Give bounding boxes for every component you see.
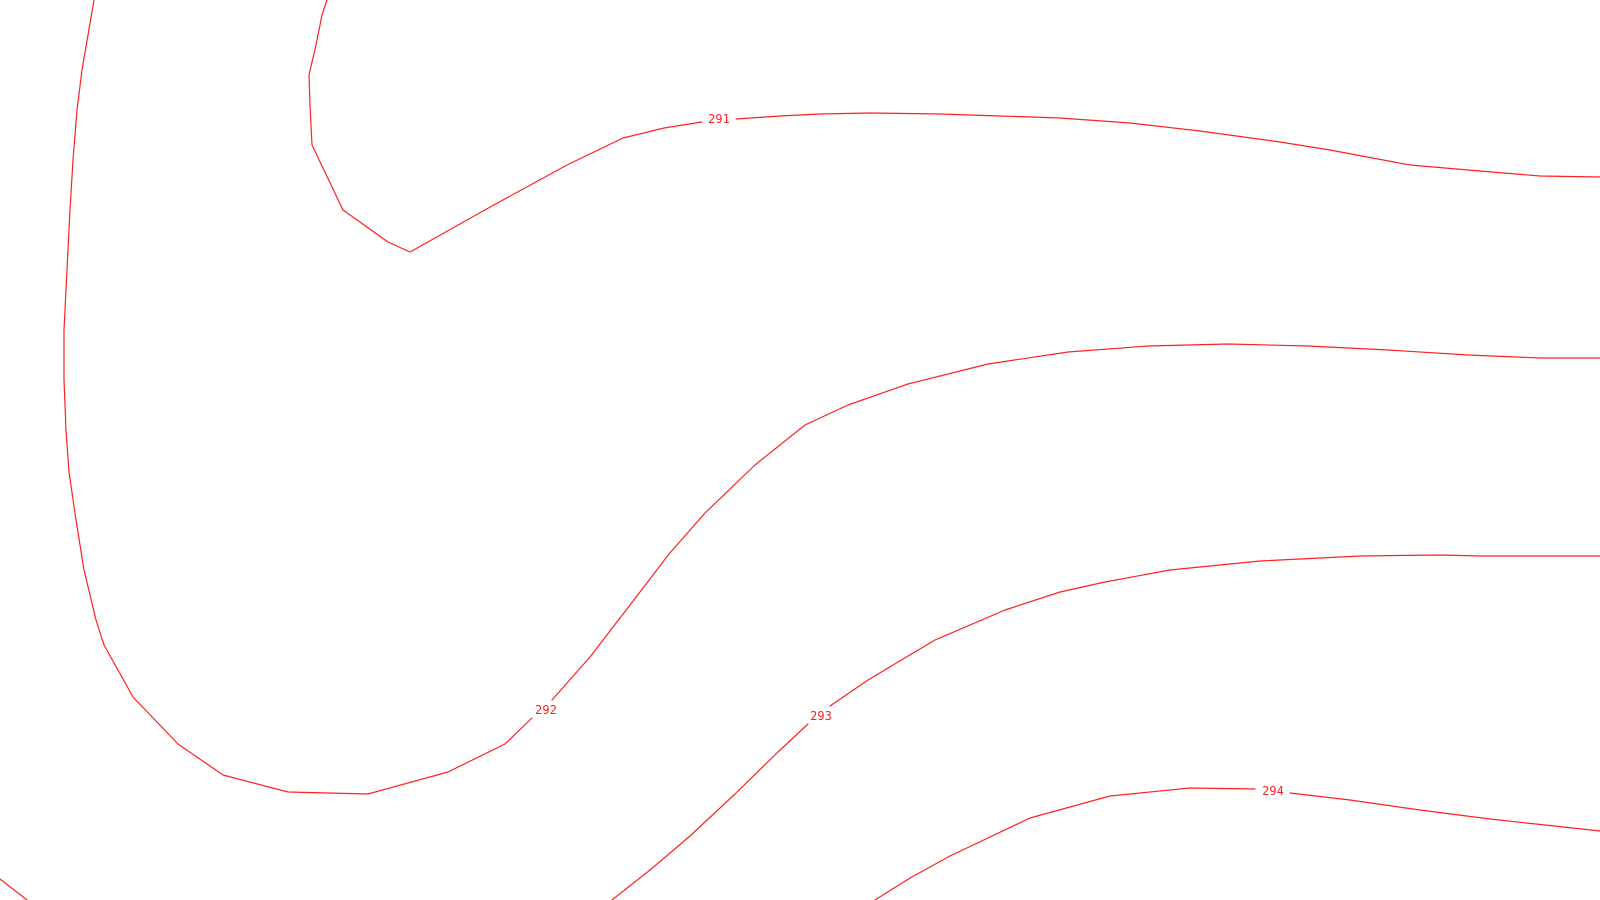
contour-294-label: 294 (1262, 784, 1284, 798)
contour-291-line (308, 0, 1600, 253)
contour-corner-line (0, 878, 28, 900)
contour-294: 294 (874, 784, 1600, 900)
contour-290-partial (0, 878, 28, 900)
contour-293-label: 293 (810, 709, 832, 723)
contour-293: 293 (611, 554, 1600, 900)
contour-291-label: 291 (708, 112, 730, 126)
contour-292: 292 (63, 0, 1600, 795)
contour-292-line (63, 0, 1600, 795)
contour-292-label: 292 (535, 703, 557, 717)
contour-293-line (611, 554, 1600, 900)
contour-294-line (874, 787, 1600, 900)
contour-291: 291 (308, 0, 1600, 253)
